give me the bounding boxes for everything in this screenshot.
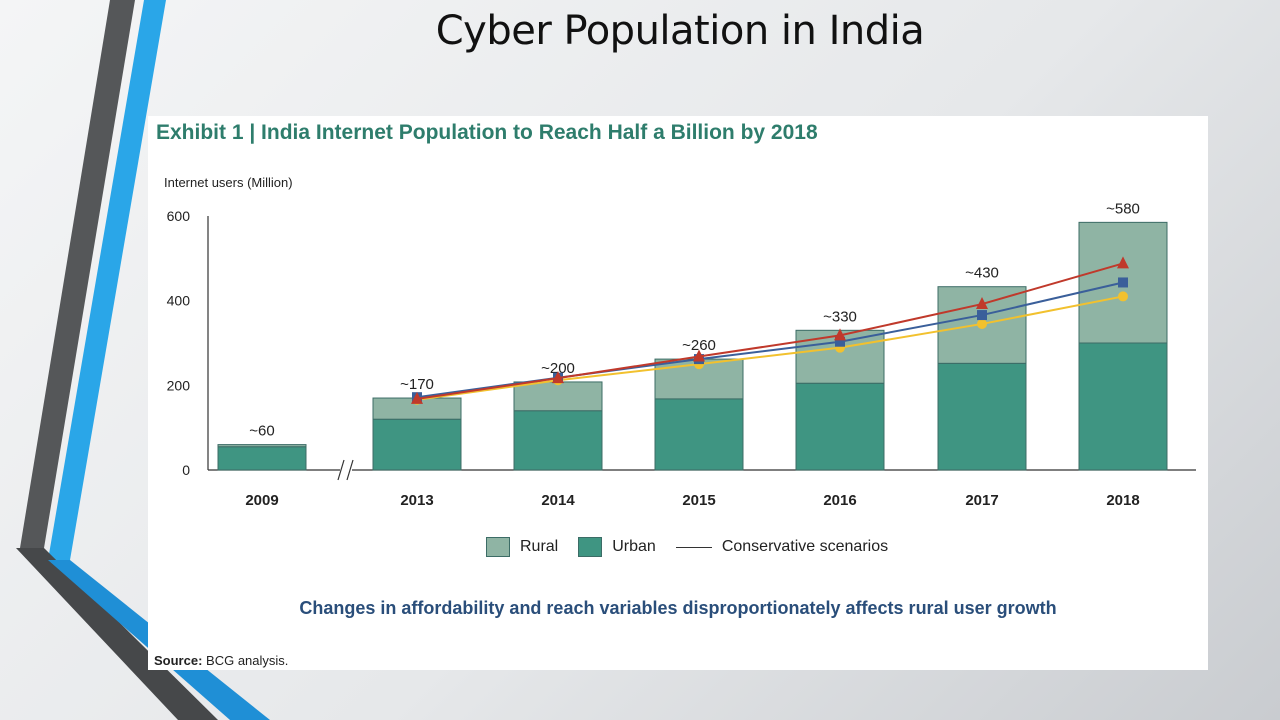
scenario-point-triangle-2014: [552, 371, 564, 384]
legend-line-scenarios: [675, 546, 712, 548]
bar-rural-2014: [513, 381, 603, 412]
data-label-2009: ~60: [249, 423, 274, 440]
scenario-point-triangle-2013: [411, 391, 423, 404]
decor-stripe-dark-lower: [16, 548, 218, 720]
data-label-2018: ~580: [1106, 200, 1140, 217]
bar-urban-2015: [654, 398, 744, 471]
data-label-2015: ~260: [682, 337, 716, 354]
legend: Rural Urban Conservative scenarios: [486, 536, 908, 558]
source-note: Source: BCG analysis.: [154, 653, 288, 668]
scenario-point-triangle-2018: [1117, 256, 1129, 269]
scenario-point-circle-2018: [1118, 291, 1128, 302]
bar-rural-2015: [654, 358, 744, 400]
exhibit-title: Exhibit 1 | India Internet Population to…: [156, 121, 818, 144]
y-tick-label: 600: [167, 208, 191, 224]
bar-urban-2009: [217, 446, 307, 471]
scenario-point-square-2017: [977, 310, 987, 321]
x-tick-label: 2016: [823, 492, 856, 509]
bar-urban-2017: [937, 362, 1027, 471]
scenario-point-square-2016: [835, 336, 845, 347]
data-label-2017: ~430: [965, 265, 999, 282]
bar-urban-2014: [513, 410, 603, 471]
legend-item-scenarios: Conservative scenarios: [675, 538, 889, 556]
bar-urban-2018: [1078, 342, 1168, 471]
scenario-line-triangle: [416, 262, 1124, 400]
y-tick-label: 400: [167, 293, 191, 309]
bar-rural-2009: [217, 444, 307, 448]
y-axis-label: Internet users (Million): [164, 175, 293, 190]
scenario-point-triangle-2015: [693, 349, 705, 362]
data-label-2014: ~200: [541, 360, 575, 377]
scenario-point-circle-2017: [977, 318, 987, 329]
decor-stripe-blue: [48, 0, 166, 560]
slide-title: Cyber Population in India: [435, 8, 925, 54]
axis-break-mark: [346, 459, 354, 481]
scenario-point-triangle-2016: [834, 328, 846, 341]
scenario-point-square-2018: [1118, 277, 1128, 288]
bar-urban-2016: [795, 382, 885, 471]
scenario-point-triangle-2017: [976, 297, 988, 310]
exhibit-caption: Changes in affordability and reach varia…: [299, 598, 1057, 618]
x-tick-label: 2014: [541, 492, 575, 509]
legend-swatch-rural: [486, 537, 510, 557]
x-tick-label: 2009: [245, 492, 278, 509]
x-tick-label: 2013: [400, 492, 433, 509]
exhibit-panel: Exhibit 1 | India Internet Population to…: [148, 116, 1208, 670]
chart: Internet users (Million) 0 200 400 600 ~60 20…: [164, 175, 1196, 509]
scenario-line-circle: [416, 295, 1124, 401]
x-tick-label: 2018: [1106, 492, 1139, 509]
y-tick-label: 200: [167, 377, 191, 393]
legend-label-urban: Urban: [612, 538, 656, 555]
legend-swatch-urban: [578, 537, 603, 557]
data-label-2013: ~170: [400, 376, 434, 393]
y-tick-label: 0: [182, 462, 190, 478]
legend-label-rural: Rural: [520, 538, 559, 555]
decor-stripe-dark: [20, 0, 135, 548]
x-tick-label: 2015: [682, 492, 715, 509]
source-label: Source:: [154, 653, 203, 668]
legend-label-scenarios: Conservative scenarios: [721, 538, 889, 555]
x-tick-label: 2017: [965, 492, 998, 509]
data-label-2016: ~330: [823, 308, 857, 325]
legend-item-urban: Urban: [578, 537, 656, 557]
bar-urban-2013: [372, 418, 462, 471]
axis-break-mark: [337, 459, 345, 481]
source-text: BCG analysis.: [206, 653, 289, 668]
legend-item-rural: Rural: [486, 537, 558, 557]
